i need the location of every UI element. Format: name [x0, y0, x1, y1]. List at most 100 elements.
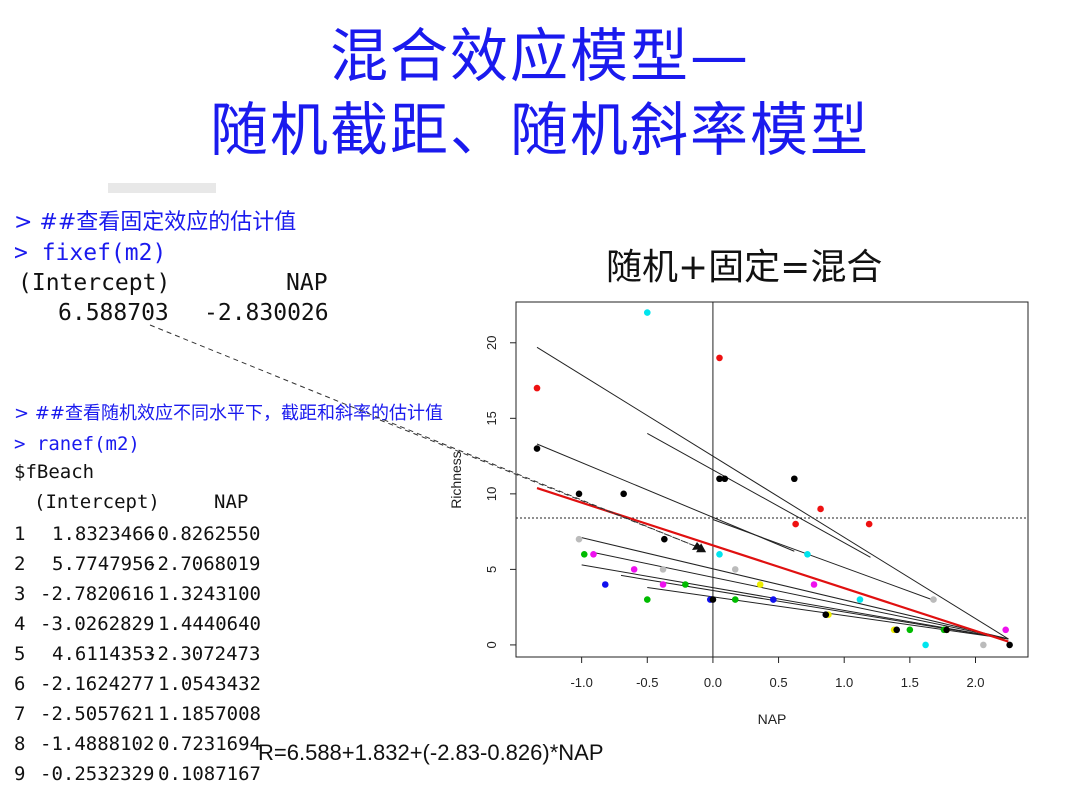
data-point-beach-gray: [575, 535, 583, 543]
x-tick-label: 0.5: [770, 675, 788, 690]
data-point-beach-black: [620, 490, 627, 498]
data-point-beach-black-low: [893, 626, 901, 634]
ranef-nap-8: 0.7231694: [158, 733, 261, 755]
data-point-beach-red: [817, 505, 824, 513]
ranef-nap-6: 1.0543432: [158, 673, 261, 695]
x-tick-label: -1.0: [570, 675, 592, 690]
ranef-intercept-1: 1.8323466: [52, 523, 155, 545]
x-tick-label: 2.0: [966, 675, 984, 690]
x-tick-label: -0.5: [636, 675, 658, 690]
table-row: 5: [14, 643, 26, 665]
fixef-command: > fixef(m2): [14, 240, 167, 266]
data-point-beach-black: [721, 475, 729, 483]
data-point-beach-gray: [980, 641, 987, 649]
data-point-beach-green: [682, 581, 689, 588]
ranef-nap-3: 1.3243100: [158, 583, 261, 605]
ranef-command: > ranef(m2): [14, 433, 140, 455]
beach-line-5: [594, 552, 1009, 640]
table-row: 3: [14, 583, 26, 605]
ranef-intercept-4: -3.0262829: [40, 613, 155, 635]
data-point-beach-black-low: [709, 596, 717, 603]
data-point-beach-gray: [731, 566, 739, 573]
y-tick-label: 10: [484, 487, 499, 501]
data-point-beach-blue: [601, 581, 609, 588]
data-point-beach-cyan: [856, 596, 864, 603]
ranef-nap-2: -2.7068019: [146, 553, 261, 575]
data-point-beach-gray: [930, 596, 937, 603]
data-point-beach-magenta: [1002, 626, 1009, 634]
data-point-beach-magenta: [590, 550, 597, 558]
data-point-beach-red: [792, 520, 799, 528]
data-point-beach-blue: [770, 596, 777, 603]
ranef-intercept-5: 4.6114353: [52, 643, 155, 665]
data-point-beach-red: [865, 520, 873, 528]
ranef-nap-7: 1.1857008: [158, 703, 261, 725]
data-point-beach-magenta: [810, 581, 818, 588]
data-point-beach-magenta: [630, 566, 638, 573]
beach-line-2: [647, 432, 871, 558]
data-point-beach-gray: [659, 566, 667, 573]
ranef-intercept-3: -2.7820616: [40, 583, 155, 605]
chart-caption: 随机+固定=混合: [606, 247, 883, 288]
data-point-beach-red: [533, 384, 541, 392]
data-point-beach-green: [643, 596, 651, 603]
data-point-beach-cyan: [643, 309, 651, 316]
fixef-value-intercept: 6.588703: [58, 300, 169, 326]
ranef-intercept-6: -2.1624277: [40, 673, 155, 695]
table-row: 9: [14, 763, 26, 785]
data-point-beach-green: [580, 550, 588, 558]
y-tick-label: 0: [484, 641, 499, 648]
ranef-nap-4: 1.4440640: [158, 613, 261, 635]
data-point-beach-cyan: [716, 550, 723, 558]
x-axis-label: NAP: [758, 711, 787, 727]
table-row: 2: [14, 553, 26, 575]
ranef-intercept-8: -1.4888102: [40, 733, 155, 755]
beach-line-6: [581, 564, 1009, 640]
ranef-nap-9: 0.1087167: [158, 763, 261, 785]
fixed-effect-line: [536, 487, 1009, 643]
data-point-beach-cyan: [922, 641, 929, 649]
fixef-header-nap: NAP: [286, 270, 328, 296]
beach-line-9: [712, 519, 937, 602]
table-row: 4: [14, 613, 26, 635]
code-highlight-band: [108, 183, 216, 193]
slide-title-line2: 随机截距、随机斜率模型: [209, 96, 870, 164]
data-point-beach-green: [731, 596, 739, 603]
data-point-beach-yellow: [756, 581, 764, 588]
beach-line-1: [536, 346, 1009, 640]
x-tick-label: 1.5: [901, 675, 919, 690]
triangle-marker: [696, 543, 707, 553]
data-point-beach-cyan: [804, 550, 811, 558]
table-row: 6: [14, 673, 26, 695]
y-tick-label: 15: [484, 411, 499, 425]
data-point-beach-black: [575, 490, 583, 498]
table-row: 8: [14, 733, 26, 755]
data-point-beach-magenta: [659, 581, 667, 588]
data-point-beach-black: [791, 475, 798, 483]
data-point-beach-black: [716, 475, 723, 483]
ranef-intercept-2: 5.7747956: [52, 553, 155, 575]
slide-title-line1: 混合效应模型—: [329, 22, 750, 90]
data-point-beach-red: [716, 354, 723, 362]
data-point-beach-black: [661, 535, 668, 543]
table-row: 1: [14, 523, 26, 545]
fixef-comment: > ##查看固定效应的估计值: [14, 210, 297, 235]
beach-line-4: [581, 537, 1009, 640]
data-point-beach-green: [906, 626, 914, 634]
ranef-intercept-7: -2.5057621: [40, 703, 155, 725]
y-tick-label: 5: [484, 566, 499, 573]
x-tick-label: 1.0: [835, 675, 853, 690]
ranef-group-label: $fBeach: [14, 461, 95, 483]
ranef-nap-5: -2.3072473: [146, 643, 261, 665]
y-axis-label: Richness: [448, 451, 464, 509]
table-row: 7: [14, 703, 26, 725]
data-point-beach-black-low: [822, 611, 830, 619]
ranef-header-intercept: (Intercept): [34, 491, 160, 513]
formula-text: R=6.588+1.832+(-2.83-0.826)*NAP: [258, 740, 604, 765]
fixef-header-intercept: (Intercept): [18, 270, 171, 296]
y-tick-label: 20: [484, 336, 499, 350]
x-tick-label: 0.0: [704, 675, 722, 690]
data-point-beach-black-low: [943, 626, 950, 634]
data-point-beach-black: [533, 445, 541, 452]
